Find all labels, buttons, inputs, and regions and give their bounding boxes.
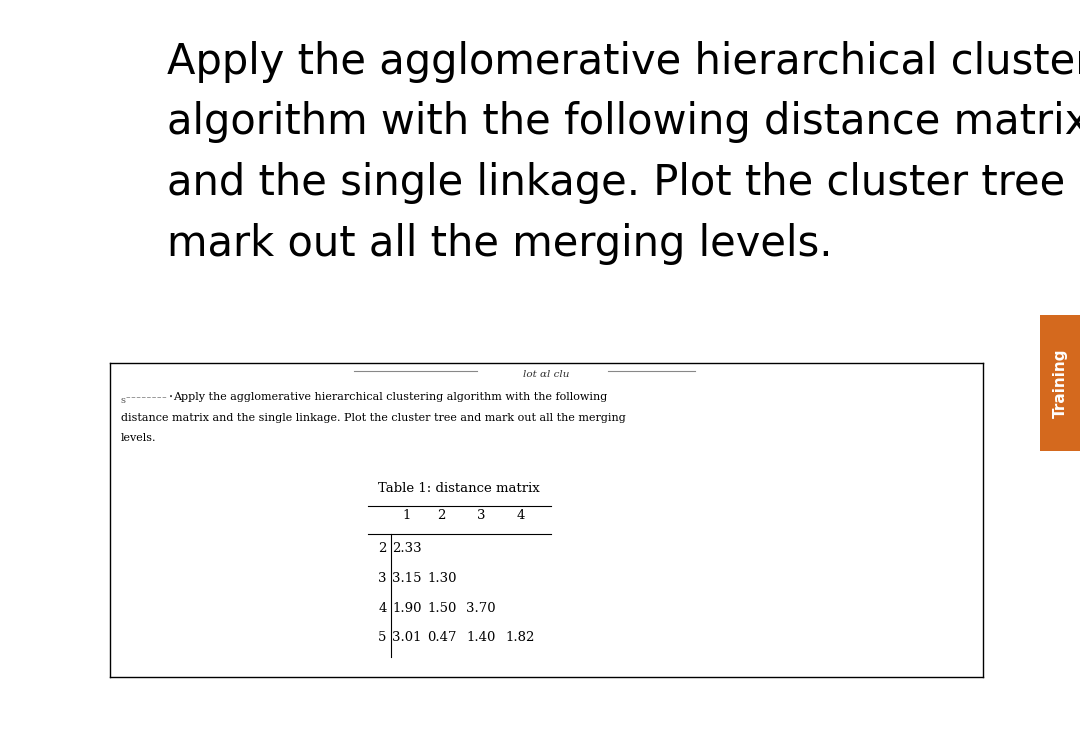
Text: 3.15: 3.15: [392, 572, 421, 585]
Text: 5: 5: [378, 631, 387, 645]
Text: 1.30: 1.30: [427, 572, 457, 585]
Text: 3: 3: [476, 509, 485, 522]
Text: distance matrix and the single linkage. Plot the cluster tree and mark out all t: distance matrix and the single linkage. …: [121, 413, 625, 423]
Text: 1.82: 1.82: [505, 631, 535, 645]
Text: 1.90: 1.90: [392, 602, 421, 615]
Text: 1.50: 1.50: [427, 602, 457, 615]
Text: mark out all the merging levels.: mark out all the merging levels.: [167, 223, 833, 265]
Text: algorithm with the following distance matrix: algorithm with the following distance ma…: [167, 101, 1080, 144]
Text: 2.33: 2.33: [392, 542, 421, 555]
Text: Apply the agglomerative hierarchical clustering: Apply the agglomerative hierarchical clu…: [167, 41, 1080, 83]
Text: 3.01: 3.01: [392, 631, 421, 645]
Text: levels.: levels.: [121, 434, 157, 443]
Text: lot αl clu: lot αl clu: [524, 371, 569, 380]
Text: 4: 4: [378, 602, 387, 615]
Text: Table 1: distance matrix: Table 1: distance matrix: [378, 482, 540, 495]
Text: 0.47: 0.47: [427, 631, 457, 645]
Text: •: •: [170, 392, 174, 400]
Text: Apply the agglomerative hierarchical clustering algorithm with the following: Apply the agglomerative hierarchical clu…: [173, 392, 607, 403]
Text: 2: 2: [437, 509, 446, 522]
Text: s: s: [121, 396, 125, 405]
Text: 1: 1: [403, 509, 411, 522]
Text: 3.70: 3.70: [467, 602, 496, 615]
Text: 2: 2: [378, 542, 387, 555]
Text: and the single linkage. Plot the cluster tree and: and the single linkage. Plot the cluster…: [167, 162, 1080, 204]
Text: 4: 4: [516, 509, 525, 522]
Text: 3: 3: [378, 572, 387, 585]
Text: Training: Training: [1053, 349, 1067, 417]
Text: 1.40: 1.40: [467, 631, 496, 645]
